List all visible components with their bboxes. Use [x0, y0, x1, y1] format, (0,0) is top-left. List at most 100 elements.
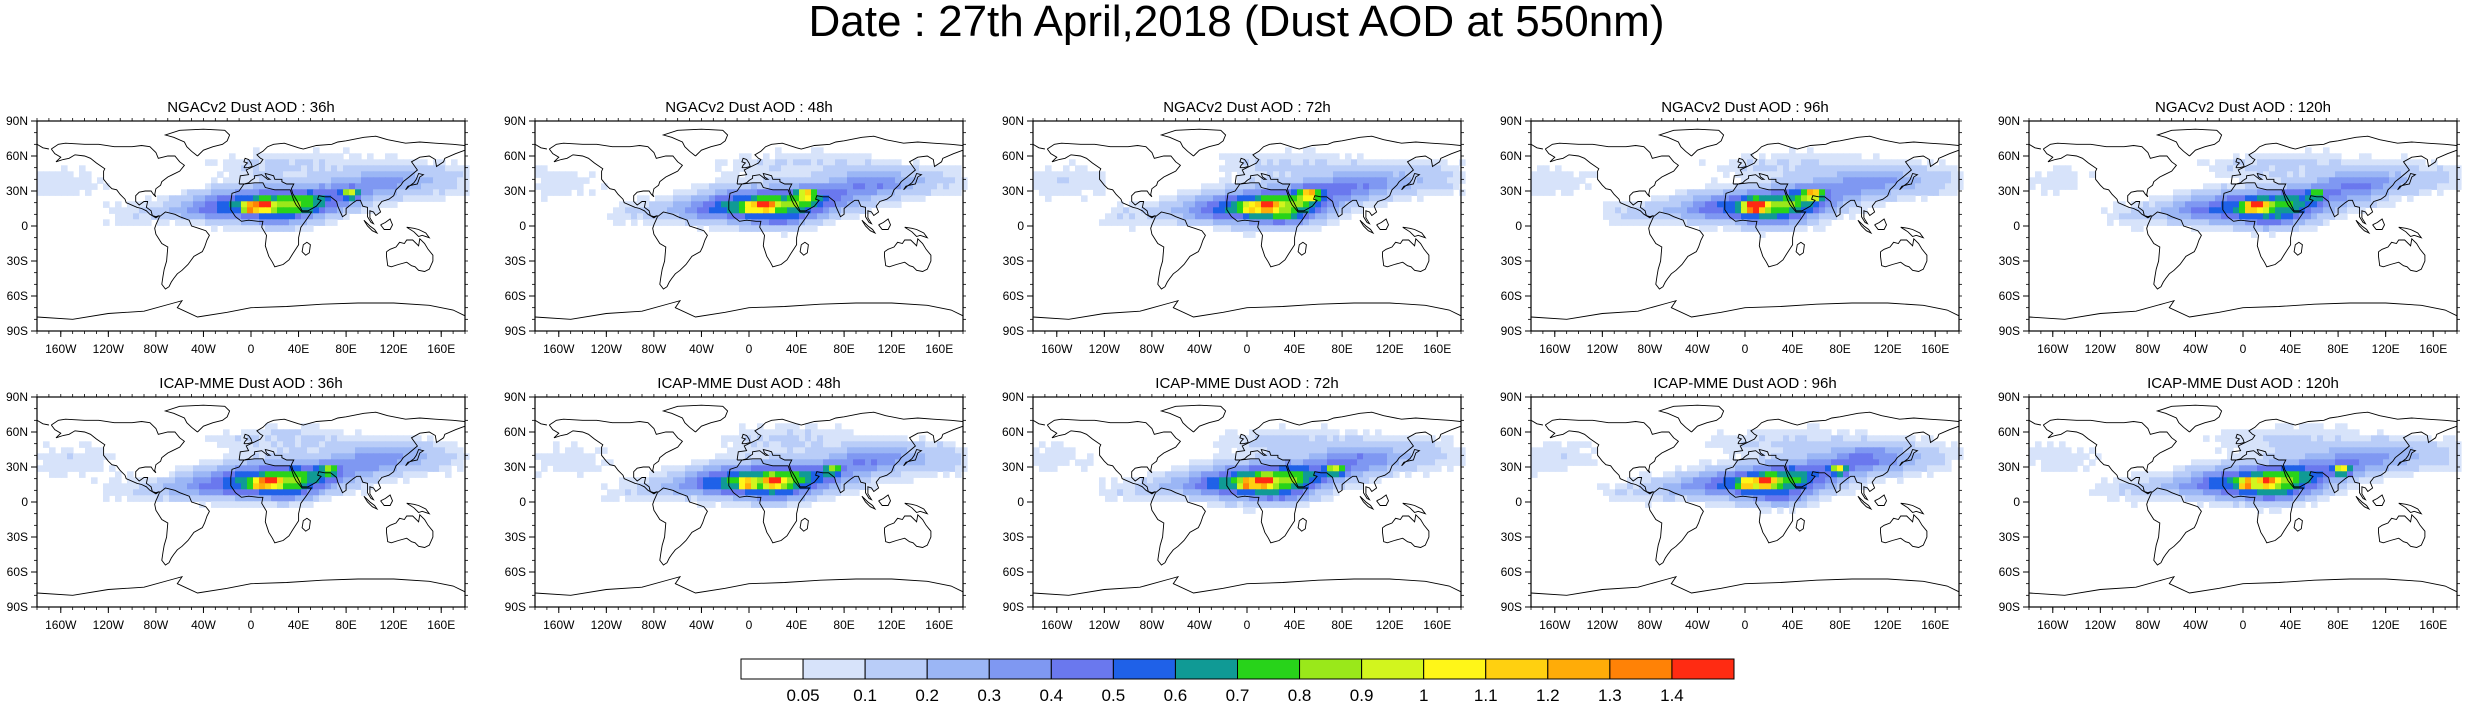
dust-cell: [1039, 171, 1046, 178]
dust-cell: [169, 195, 176, 202]
dust-cell: [2371, 183, 2378, 190]
dust-cell: [2203, 213, 2210, 220]
dust-cell: [1795, 201, 1802, 208]
dust-cell: [673, 471, 680, 478]
dust-cell: [319, 441, 326, 448]
dust-cell: [37, 177, 44, 184]
dust-cell: [547, 189, 554, 196]
dust-cell: [601, 495, 608, 502]
dust-cell: [331, 441, 338, 448]
x-tick-label: 120E: [878, 618, 906, 632]
dust-cell: [331, 435, 338, 442]
dust-cell: [727, 435, 734, 442]
dust-cell: [379, 183, 386, 190]
dust-cell: [349, 207, 356, 214]
dust-cell: [727, 225, 734, 232]
dust-cell: [631, 489, 638, 496]
dust-cell: [433, 165, 440, 172]
dust-cell: [1741, 183, 1748, 190]
dust-cell: [2191, 225, 2198, 232]
dust-cell: [2227, 183, 2234, 190]
dust-cell: [853, 435, 860, 442]
dust-cell: [553, 189, 560, 196]
dust-cell: [1405, 183, 1412, 190]
dust-cell: [1813, 165, 1820, 172]
dust-cell: [805, 195, 812, 202]
dust-cell: [319, 153, 326, 160]
dust-cell: [2341, 165, 2348, 172]
dust-cell: [415, 183, 422, 190]
dust-cell: [1345, 201, 1352, 208]
x-tick-label: 160E: [427, 342, 455, 356]
dust-cell: [1735, 183, 1742, 190]
dust-cell: [181, 489, 188, 496]
dust-cell: [727, 213, 734, 220]
dust-cell: [775, 213, 782, 220]
dust-cell: [961, 453, 968, 460]
dust-cell: [2221, 201, 2228, 208]
dust-cell: [367, 189, 374, 196]
dust-cell: [733, 207, 740, 214]
coastlines: [534, 128, 964, 320]
dust-cell: [1699, 159, 1706, 166]
dust-cell: [1285, 177, 1292, 184]
dust-cell: [1375, 183, 1382, 190]
dust-cell: [2143, 201, 2150, 208]
dust-cell: [697, 225, 704, 232]
dust-cell: [1813, 201, 1820, 208]
dust-cell: [751, 495, 758, 502]
dust-cell: [355, 471, 362, 478]
dust-cell: [2323, 177, 2330, 184]
dust-cell: [415, 159, 422, 166]
dust-cell: [2203, 225, 2210, 232]
dust-cell: [97, 447, 104, 454]
dust-cell: [2257, 189, 2264, 196]
dust-cell: [709, 207, 716, 214]
dust-cell: [565, 177, 572, 184]
dust-cell: [373, 195, 380, 202]
dust-cell: [1165, 201, 1172, 208]
dust-cell: [835, 195, 842, 202]
dust-cell: [1255, 189, 1262, 196]
dust-cell: [2209, 213, 2216, 220]
dust-cell: [655, 483, 662, 490]
dust-cell: [841, 489, 848, 496]
dust-cell: [391, 441, 398, 448]
dust-cell: [805, 489, 812, 496]
y-tick-label: 90S: [1501, 324, 1522, 338]
dust-cell: [1111, 219, 1118, 226]
dust-cell: [55, 465, 62, 472]
dust-cell: [259, 441, 266, 448]
dust-cell: [253, 441, 260, 448]
x-tick-label: 120W: [1587, 342, 1619, 356]
x-tick-label: 0: [746, 342, 753, 356]
dust-cell: [679, 471, 686, 478]
dust-cell: [1321, 429, 1328, 436]
dust-cell: [1099, 183, 1106, 190]
coastline: [1376, 218, 1389, 230]
dust-cell: [49, 447, 56, 454]
dust-cell: [1273, 225, 1280, 232]
dust-cell: [2287, 219, 2294, 226]
dust-cell: [1225, 429, 1232, 436]
dust-cell: [307, 477, 314, 484]
dust-cell: [679, 207, 686, 214]
dust-cell: [1735, 213, 1742, 220]
dust-cell: [949, 453, 956, 460]
dust-cell: [853, 195, 860, 202]
dust-cell: [553, 459, 560, 466]
dust-cell: [1789, 189, 1796, 196]
dust-cell: [1615, 201, 1622, 208]
dust-cell: [2323, 147, 2330, 154]
dust-cell: [133, 219, 140, 226]
dust-cell: [2131, 201, 2138, 208]
dust-cell: [427, 195, 434, 202]
dust-cell: [1051, 177, 1058, 184]
dust-cell: [757, 435, 764, 442]
dust-cell: [859, 435, 866, 442]
dust-cell: [889, 459, 896, 466]
dust-cell: [625, 483, 632, 490]
dust-cell: [1789, 207, 1796, 214]
dust-cell: [313, 201, 320, 208]
